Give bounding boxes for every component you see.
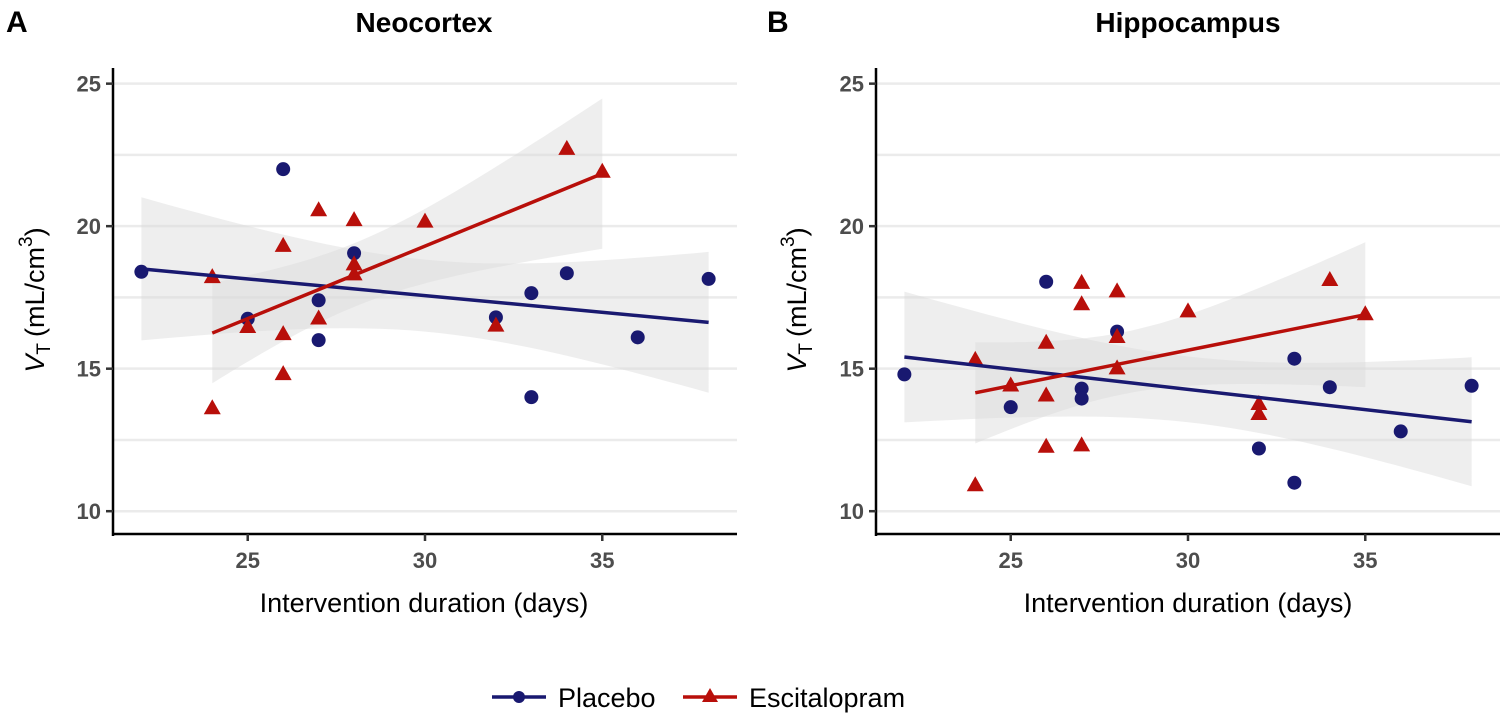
y-tick-label: 25 <box>840 72 864 97</box>
y-tick-label: 10 <box>77 499 101 524</box>
fit-line-escitalopram <box>211 172 603 335</box>
data-point-escitalopram <box>1108 282 1126 298</box>
x-axis-title: Intervention duration (days) <box>260 588 589 618</box>
x-tick-label: 25 <box>235 548 259 573</box>
data-point-placebo <box>311 293 326 308</box>
data-point-escitalopram <box>203 399 221 415</box>
data-point-escitalopram <box>1250 404 1268 420</box>
panel-letter: B <box>767 6 789 39</box>
fit-line-placebo <box>904 355 1472 424</box>
data-point-placebo <box>630 330 645 345</box>
y-axis-title-unit: (mL/cm <box>782 247 812 337</box>
circle-marker-icon <box>513 691 525 703</box>
data-point-escitalopram <box>1321 271 1339 287</box>
data-point-placebo <box>524 390 539 405</box>
data-point-escitalopram <box>274 365 292 381</box>
legend: Placebo Escitalopram <box>492 683 905 713</box>
legend-label-placebo: Placebo <box>558 683 656 713</box>
panel-neocortex: A Neocortex 10 15 20 25 25 30 35 Intervention … <box>6 6 737 618</box>
data-point-escitalopram <box>966 476 984 492</box>
panel-letter: A <box>6 6 28 39</box>
data-point-placebo <box>311 333 326 348</box>
y-axis-title-main: V <box>20 352 50 373</box>
data-point-escitalopram <box>345 211 363 227</box>
y-axis-title: VT (mL/cm3) <box>16 227 55 372</box>
x-tick-label: 25 <box>998 548 1022 573</box>
data-point-escitalopram <box>1073 273 1091 289</box>
data-point-placebo <box>134 264 149 279</box>
data-point-escitalopram <box>1179 302 1197 318</box>
data-point-placebo <box>1393 424 1408 439</box>
data-point-placebo <box>276 162 291 177</box>
data-point-escitalopram <box>1108 328 1126 344</box>
data-point-placebo <box>1287 351 1302 366</box>
data-point-escitalopram <box>345 255 363 271</box>
data-point-escitalopram <box>274 236 292 252</box>
legend-label-escitalopram: Escitalopram <box>749 683 905 713</box>
data-point-escitalopram <box>416 212 434 228</box>
x-tick-label: 35 <box>1353 548 1377 573</box>
data-point-escitalopram <box>558 139 576 155</box>
data-point-placebo <box>1322 380 1337 395</box>
data-point-placebo <box>1251 441 1266 456</box>
x-axis-title: Intervention duration (days) <box>1024 588 1353 618</box>
data-point-escitalopram <box>1250 395 1268 411</box>
y-axis-title-sub: T <box>796 343 817 355</box>
y-axis-title-main: V <box>782 352 812 373</box>
panel-title: Hippocampus <box>1095 7 1280 38</box>
data-point-escitalopram <box>487 316 505 332</box>
legend-item-placebo[interactable]: Placebo <box>492 683 656 713</box>
data-point-placebo <box>701 271 716 286</box>
y-axis-title-close: ) <box>782 227 812 236</box>
fit-line-escitalopram <box>974 312 1366 395</box>
y-tick-label: 20 <box>77 214 101 239</box>
data-point-escitalopram <box>310 309 328 325</box>
data-point-placebo <box>1074 391 1089 406</box>
data-point-escitalopram <box>239 318 257 334</box>
data-point-placebo <box>1003 400 1018 415</box>
y-tick-label: 15 <box>77 357 101 382</box>
data-point-escitalopram <box>274 325 292 341</box>
data-point-escitalopram <box>1037 386 1055 402</box>
data-point-escitalopram <box>1108 359 1126 375</box>
data-point-placebo <box>559 266 574 281</box>
data-point-placebo <box>1287 475 1302 490</box>
data-point-escitalopram <box>1073 436 1091 452</box>
data-point-placebo <box>1074 381 1089 396</box>
y-axis-title-sup: 3 <box>16 236 37 247</box>
y-axis-title-sub: T <box>34 343 55 355</box>
data-point-placebo <box>524 286 539 301</box>
triangle-marker-icon <box>702 688 718 702</box>
y-tick-label: 10 <box>840 499 864 524</box>
data-point-escitalopram <box>966 350 984 366</box>
y-axis-title-unit: (mL/cm <box>20 247 50 337</box>
confidence-band-escitalopram <box>212 98 603 384</box>
panel-hippocampus: B Hippocampus 10 15 20 25 25 30 35 Interventio… <box>767 6 1500 618</box>
data-point-escitalopram <box>310 201 328 217</box>
data-point-placebo <box>897 367 912 382</box>
y-tick-label: 25 <box>77 72 101 97</box>
x-tick-label: 35 <box>590 548 614 573</box>
y-axis-title-sup: 3 <box>778 236 799 247</box>
data-point-escitalopram <box>1037 333 1055 349</box>
x-tick-label: 30 <box>413 548 437 573</box>
confidence-band-escitalopram <box>975 242 1366 444</box>
panel-title: Neocortex <box>356 7 493 38</box>
y-axis-title-close: ) <box>20 227 50 236</box>
data-point-placebo <box>347 246 362 261</box>
y-tick-label: 20 <box>840 214 864 239</box>
data-point-placebo <box>1464 378 1479 393</box>
y-tick-label: 15 <box>840 357 864 382</box>
data-point-placebo <box>1039 274 1054 289</box>
data-point-escitalopram <box>1073 295 1091 311</box>
y-axis-title: VT (mL/cm3) <box>778 227 817 372</box>
x-tick-label: 30 <box>1176 548 1200 573</box>
fit-line-placebo <box>141 267 709 325</box>
data-point-escitalopram <box>1037 437 1055 453</box>
legend-item-escitalopram[interactable]: Escitalopram <box>683 683 905 713</box>
